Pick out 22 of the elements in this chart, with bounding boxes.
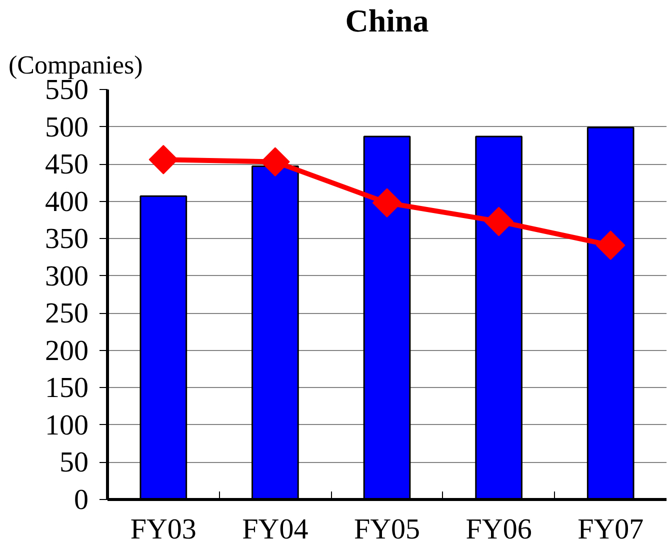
y-tick-label: 0 — [74, 484, 88, 516]
y-tick-label: 150 — [45, 372, 88, 404]
point — [260, 147, 290, 176]
chart-title: China — [345, 2, 429, 38]
point — [372, 188, 402, 218]
x-tick-label: FY03 — [130, 514, 196, 546]
point — [148, 144, 178, 174]
y-tick-label: 250 — [45, 298, 88, 330]
y-tick-label: 350 — [45, 223, 88, 256]
y-tick-label: 400 — [45, 186, 88, 218]
x-tick-label: FY04 — [242, 514, 309, 546]
x-tick-label: FY07 — [578, 514, 644, 546]
y-tick-label: 300 — [45, 260, 88, 292]
y-tick-label: 100 — [45, 409, 88, 442]
y-tick-label: 450 — [45, 148, 88, 181]
x-tick-label: FY06 — [466, 514, 532, 546]
y-tick-label: 200 — [45, 334, 88, 367]
point — [484, 206, 514, 236]
y-tick-label: 50 — [60, 446, 88, 479]
y-tick-label: 500 — [45, 111, 88, 144]
x-tick-label: FY05 — [354, 514, 420, 546]
point — [596, 230, 626, 260]
